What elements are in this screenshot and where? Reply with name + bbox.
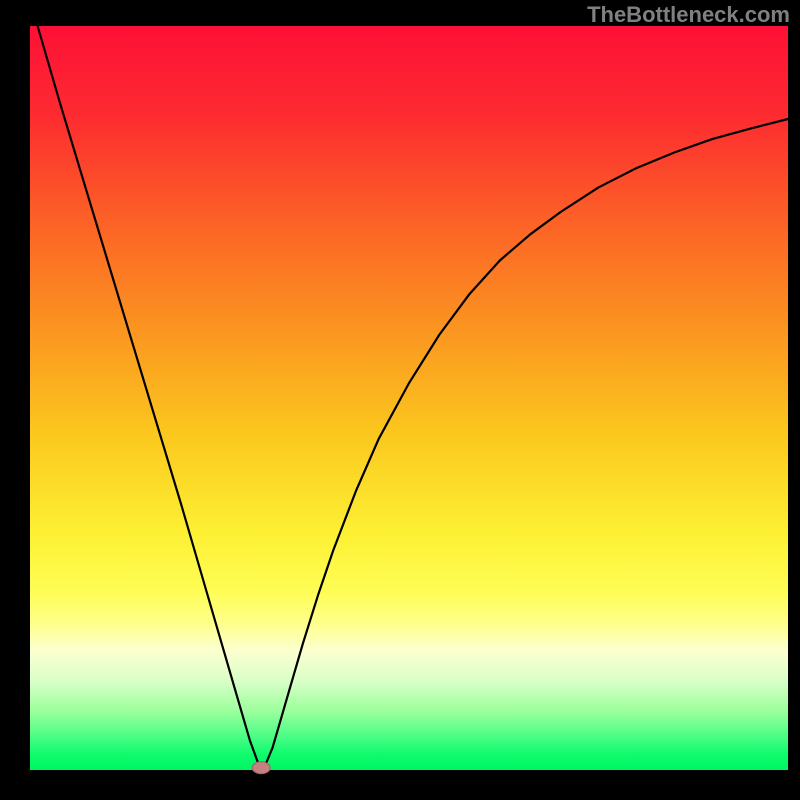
optimal-point-marker — [252, 762, 270, 774]
bottleneck-chart — [0, 0, 800, 800]
plot-background — [30, 26, 788, 770]
chart-container: TheBottleneck.com — [0, 0, 800, 800]
